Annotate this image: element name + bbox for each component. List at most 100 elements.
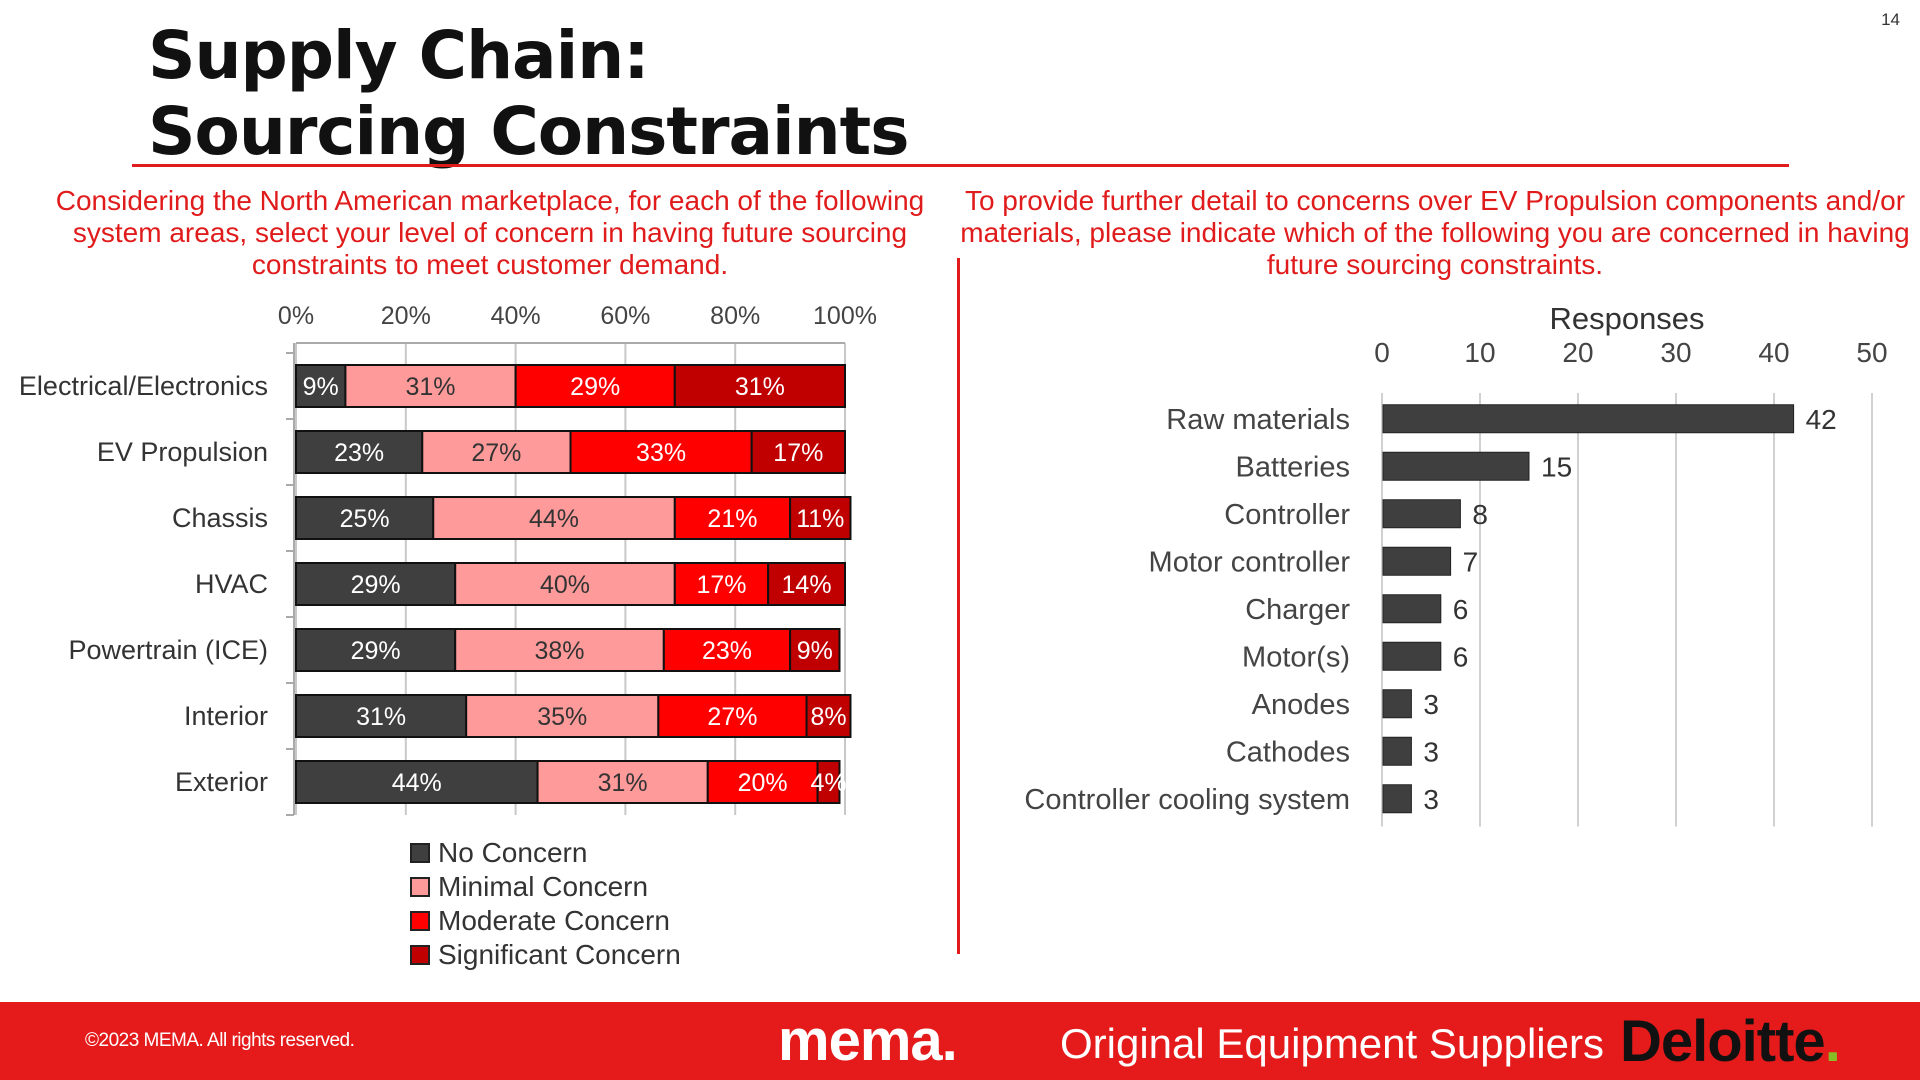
data-label: 35% — [537, 703, 587, 731]
data-label: 27% — [707, 703, 757, 731]
bar-segment — [295, 430, 424, 474]
legend-item-minimal-concern: Minimal Concern — [410, 870, 681, 904]
data-label: 3 — [1423, 736, 1439, 767]
title-line-2: Sourcing Constraints — [148, 93, 909, 170]
data-label: 8 — [1472, 499, 1488, 530]
bar-segment — [454, 628, 665, 672]
data-label: 20% — [738, 769, 788, 797]
page-number: 14 — [1881, 10, 1900, 29]
category-label: Controller — [1224, 499, 1350, 531]
legend-swatch — [410, 911, 430, 931]
legend-swatch — [410, 877, 430, 897]
data-label: 6 — [1453, 594, 1469, 625]
data-label: 17% — [696, 571, 746, 599]
bar — [1382, 404, 1795, 434]
bar — [1382, 451, 1530, 481]
bar — [1382, 546, 1452, 576]
data-label: 9% — [303, 373, 339, 401]
bar-segment — [789, 628, 841, 672]
data-label: 31% — [735, 373, 785, 401]
data-label: 38% — [534, 637, 584, 665]
legend-item-significant-concern: Significant Concern — [410, 938, 681, 972]
data-label: 3 — [1423, 689, 1439, 720]
category-label: Exterior — [175, 767, 268, 797]
bar-segment — [295, 496, 435, 540]
data-label: 14% — [782, 571, 832, 599]
category-label: Controller cooling system — [1024, 784, 1350, 816]
x-tick-label: 20 — [1562, 337, 1593, 368]
data-label: 44% — [529, 505, 579, 533]
legend-item-no-concern: No Concern — [410, 836, 681, 870]
bar-segment — [454, 562, 676, 606]
category-label: Anodes — [1252, 689, 1350, 721]
title-line-1: Supply Chain: — [148, 17, 650, 94]
bar-segment — [673, 364, 846, 408]
bar — [1382, 641, 1442, 671]
data-label: 29% — [351, 637, 401, 665]
legend-swatch — [410, 945, 430, 965]
x-tick-label: 80% — [710, 302, 760, 330]
data-label: 15 — [1541, 451, 1572, 482]
data-label: 33% — [636, 439, 686, 467]
mema-logo: mema. — [778, 1008, 958, 1073]
data-label: 42 — [1806, 404, 1837, 435]
bar-segment — [789, 496, 852, 540]
bar-segment — [805, 694, 852, 738]
bar-segment — [750, 430, 846, 474]
left-question: Considering the North American marketpla… — [55, 185, 925, 280]
category-label: Electrical/Electronics — [19, 371, 268, 401]
page-title: Supply Chain: Sourcing Constraints — [148, 18, 909, 170]
bar-segment — [657, 694, 808, 738]
data-label: 40% — [540, 571, 590, 599]
data-label: 44% — [392, 769, 442, 797]
category-label: Charger — [1245, 594, 1350, 626]
category-label: Batteries — [1236, 451, 1350, 483]
data-label: 31% — [598, 769, 648, 797]
data-label: 8% — [810, 703, 846, 731]
bar-segment — [421, 430, 572, 474]
category-label: Cathodes — [1226, 736, 1350, 768]
data-label: 27% — [471, 439, 521, 467]
x-tick-label: 40 — [1758, 337, 1789, 368]
x-tick-label: 40% — [491, 302, 541, 330]
deloitte-logo: Deloitte. — [1620, 1009, 1841, 1074]
category-label: Interior — [184, 701, 268, 731]
legend-label: Significant Concern — [438, 939, 681, 970]
bar-segment — [569, 430, 753, 474]
category-label: Motor controller — [1149, 546, 1351, 578]
bar — [1382, 689, 1412, 719]
category-label: EV Propulsion — [97, 437, 268, 467]
legend-label: No Concern — [438, 837, 588, 868]
x-tick-label: 0 — [1374, 337, 1390, 368]
bar-segment — [673, 496, 792, 540]
footer-bar: ©2023 MEMA. All rights reserved. mema. O… — [0, 1002, 1920, 1080]
data-label: 9% — [797, 637, 833, 665]
x-tick-label: 100% — [813, 302, 877, 330]
x-tick-label: 50 — [1856, 337, 1887, 368]
bar-segment — [344, 364, 517, 408]
data-label: 31% — [405, 373, 455, 401]
bar-segment — [295, 562, 457, 606]
bar-segment — [816, 760, 841, 804]
data-label: 25% — [340, 505, 390, 533]
data-label: 11% — [796, 505, 844, 533]
chart-legend: No Concern Minimal Concern Moderate Conc… — [410, 836, 681, 972]
category-label: Raw materials — [1166, 404, 1350, 436]
bar-segment — [767, 562, 847, 606]
data-label: 29% — [351, 571, 401, 599]
bar — [1382, 736, 1412, 766]
responses-chart-svg: Responses 0 10 20 30 40 50 Raw materials 42 Batte… — [1024, 301, 1888, 827]
bar-segment — [673, 562, 770, 606]
category-label: Motor(s) — [1242, 641, 1350, 673]
x-tick-label: 60% — [600, 302, 650, 330]
data-label: 17% — [773, 439, 823, 467]
data-label: 21% — [707, 505, 757, 533]
x-axis-title: Responses — [1549, 301, 1704, 336]
category-label: Chassis — [172, 503, 268, 533]
stacked-concern-chart: 0% 20% 40% 60% 80% 100% Electrical/Electronics… — [0, 295, 877, 825]
bar — [1382, 594, 1442, 624]
legend-swatch — [410, 843, 430, 863]
legend-item-moderate-concern: Moderate Concern — [410, 904, 681, 938]
bar-segment — [514, 364, 676, 408]
data-label: 6 — [1453, 641, 1469, 672]
